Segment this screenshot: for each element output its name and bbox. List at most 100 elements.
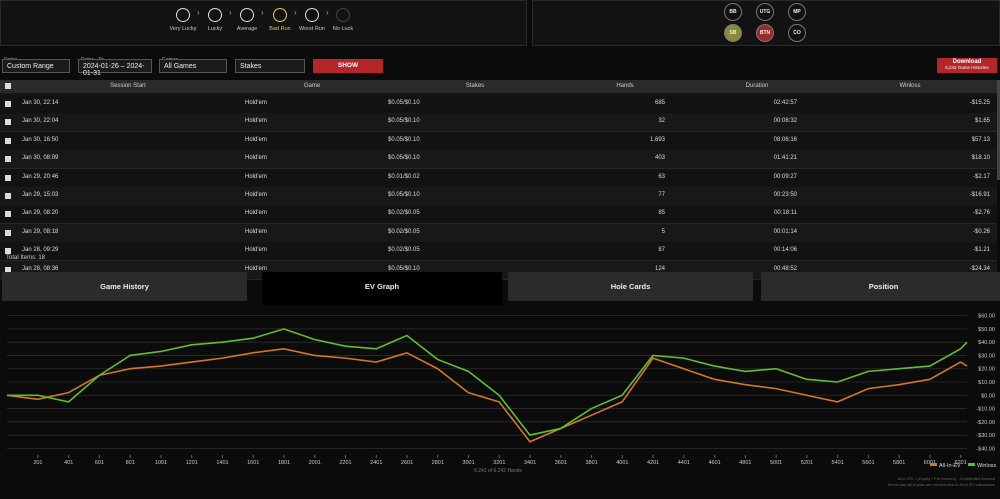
table-cell: Jan 29, 08:18: [22, 228, 59, 235]
table-cell: -$16.91: [969, 192, 990, 198]
table-cell: 85: [658, 210, 665, 217]
row-checkbox[interactable]: [5, 229, 11, 236]
x-tick-label: 2601: [401, 460, 413, 466]
x-tick-label: 4001: [616, 460, 628, 466]
x-tick-label: 1601: [247, 460, 259, 466]
table-cell: Hold'em: [245, 192, 267, 198]
y-tick-label: -$30.00: [976, 433, 995, 439]
games-select[interactable]: All Games: [159, 59, 227, 73]
table-cell: Hold'em: [245, 118, 267, 125]
y-tick-label: -$40.00: [976, 446, 995, 452]
legend-label: All-In-EV: [939, 463, 961, 469]
y-tick-label: -$10.00: [976, 407, 995, 413]
y-tick-label: $10.00: [978, 380, 995, 386]
header-checkbox: [5, 83, 11, 89]
luck-icon[interactable]: [305, 8, 319, 22]
luck-icon[interactable]: [240, 8, 254, 22]
row-checkbox[interactable]: [5, 119, 11, 126]
x-tick-label: 6201: [955, 460, 967, 466]
x-tick-label: 3201: [493, 460, 505, 466]
row-checkbox[interactable]: [5, 156, 11, 163]
table-cell: Jan 29, 15:03: [22, 192, 59, 198]
table-cell: $0.05/$0.10: [388, 100, 420, 106]
table-cell: 00:23:50: [773, 192, 797, 198]
luck-label: Lucky: [207, 26, 223, 32]
legend-swatch: [968, 463, 975, 466]
table-cell: $0.02/$0.05: [388, 247, 420, 254]
date-range[interactable]: 2024-01-26 – 2024-01-31: [78, 59, 152, 77]
position-seat[interactable]: CO: [788, 24, 806, 42]
legend-label: Winloss: [977, 463, 997, 469]
table-cell: 403: [654, 155, 665, 162]
scrollbar: [997, 80, 1000, 180]
row-checkbox[interactable]: [5, 174, 11, 181]
table-cell: Jan 28, 09:29: [22, 247, 59, 254]
y-tick-label: $60.00: [978, 314, 995, 320]
x-tick-label: 5401: [832, 460, 844, 466]
luck-icon[interactable]: [336, 8, 350, 22]
x-tick-label: 4201: [647, 460, 659, 466]
row-checkbox[interactable]: [5, 101, 11, 107]
arrow: ›: [197, 8, 200, 17]
x-tick-label: 2201: [339, 460, 351, 466]
column-header: Stakes: [465, 83, 485, 89]
y-tick-label: $20.00: [978, 367, 995, 373]
position-seat[interactable]: UTG: [756, 3, 774, 21]
table-cell: 685: [654, 100, 665, 106]
table-cell: 77: [658, 192, 665, 198]
table-row: [0, 223, 997, 243]
luck-label: Average: [236, 26, 258, 32]
table-cell: Hold'em: [245, 155, 267, 162]
table-row: [0, 113, 997, 133]
download-button[interactable]: Download 6,242 Game Histories: [937, 58, 997, 73]
luck-icon[interactable]: [273, 8, 287, 22]
show-button[interactable]: SHOW: [313, 59, 383, 73]
table-cell: -$1.21: [972, 247, 990, 254]
stakes-select[interactable]: Stakes: [235, 59, 305, 73]
position-seat[interactable]: BB: [724, 3, 742, 21]
table-cell: $0.02/$0.05: [388, 228, 420, 235]
x-tick-label: 801: [126, 460, 135, 466]
row-checkbox[interactable]: [5, 248, 11, 255]
table-row: [0, 168, 997, 188]
position-seat[interactable]: MP: [788, 3, 806, 21]
table-cell: 1,693: [649, 136, 665, 143]
tab[interactable]: Position: [761, 272, 1000, 301]
table-cell: $1.65: [974, 118, 990, 125]
arrow: ›: [294, 8, 297, 17]
position-seat[interactable]: SB: [724, 24, 742, 42]
series-line: [6, 348, 968, 443]
tab[interactable]: Game History: [2, 272, 247, 301]
tab[interactable]: Hole Cards: [508, 272, 753, 301]
table-cell: $18.10: [971, 155, 990, 162]
dates-select[interactable]: Custom Range: [2, 59, 70, 73]
table-cell: -$24.34: [969, 265, 990, 272]
row-checkbox[interactable]: [5, 193, 11, 199]
table-cell: $0.02/$0.05: [388, 210, 420, 217]
luck-icon[interactable]: [176, 8, 190, 22]
row-checkbox[interactable]: [5, 211, 11, 218]
table-cell: Hold'em: [245, 100, 267, 106]
table-cell: $0.05/$0.10: [388, 192, 420, 198]
table-cell: Hold'em: [245, 265, 267, 272]
x-tick-label: 5201: [801, 460, 813, 466]
position-seat[interactable]: BTN: [756, 24, 774, 42]
x-tick-label: 1801: [278, 460, 290, 466]
luck-label: Very Lucky: [169, 26, 197, 32]
table-row: [0, 95, 997, 114]
download-label: Download: [952, 59, 982, 65]
row-checkbox[interactable]: [5, 137, 11, 144]
luck-icon[interactable]: [208, 8, 222, 22]
x-tick-label: 3801: [585, 460, 597, 466]
table-cell: Hold'em: [245, 210, 267, 217]
table-row: [0, 242, 997, 262]
tab[interactable]: EV Graph: [262, 272, 502, 301]
ev-graph: $60.00 $50.00 $40.00 $30.00 $20.00 $10.00 $0.0…: [6, 314, 997, 487]
x-tick-label: 4801: [739, 460, 751, 466]
table-cell: Jan 30, 22:14: [22, 100, 59, 106]
x-tick-label: 401: [64, 460, 73, 466]
column-header: Hands: [616, 83, 634, 89]
table-cell: Hold'em: [245, 136, 267, 143]
row-checkbox[interactable]: [5, 266, 11, 273]
